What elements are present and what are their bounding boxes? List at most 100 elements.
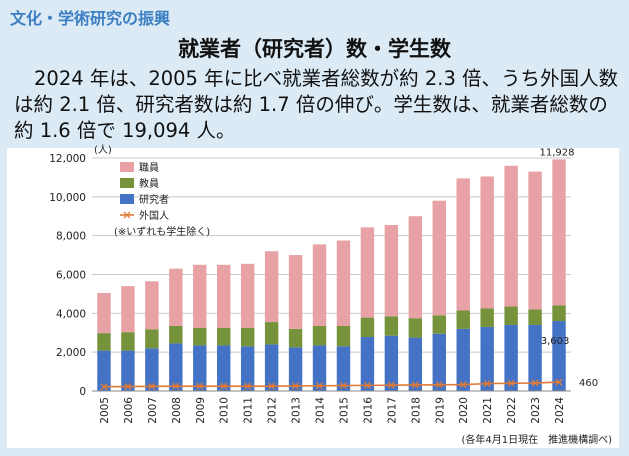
foreigners-point-2010 — [220, 382, 228, 390]
bar-staff-2013 — [288, 255, 303, 329]
x-tick-label-2015: 2015 — [338, 397, 350, 424]
y-axis-unit-label: (人) — [94, 144, 112, 156]
bar-faculty-2009 — [193, 327, 207, 346]
y-tick-label: 2,000 — [56, 347, 86, 359]
bar-faculty-2007 — [145, 329, 159, 349]
section-title: 文化・学術研究の振興 — [10, 9, 171, 28]
foreigners-series-line — [103, 381, 560, 388]
bar-faculty-2015 — [336, 325, 351, 347]
y-tick-label: 8,000 — [56, 231, 86, 243]
summary-text: 2024 年は、2005 年に比べ就業者総数が約 2.3 倍、うち外国人数は約 … — [14, 66, 620, 144]
bar-staff-2014 — [312, 244, 327, 326]
foreigners-point-2015 — [339, 382, 347, 390]
x-tick-label-2011: 2011 — [243, 397, 255, 424]
legend-marker-foreigners — [123, 211, 131, 219]
x-tick-label-2009: 2009 — [195, 397, 207, 424]
bar-staff-2022 — [504, 165, 518, 307]
foreigners-point-2022 — [507, 379, 515, 387]
bar-staff-2009 — [193, 264, 207, 328]
foreigners-label-2024: 460 — [579, 378, 598, 389]
bar-staff-2015 — [336, 240, 351, 326]
x-tick-label-2016: 2016 — [362, 397, 374, 424]
x-tick-label-2005: 2005 — [99, 397, 111, 424]
foreigners-point-2014 — [316, 382, 324, 390]
bar-faculty-2020 — [456, 310, 470, 329]
y-tick-label: 6,000 — [56, 270, 86, 282]
bar-faculty-2005 — [97, 333, 111, 351]
bar-staff-2023 — [528, 171, 542, 310]
x-tick-label-2010: 2010 — [219, 397, 231, 424]
y-tick-label: 10,000 — [49, 192, 86, 204]
x-tick-label-2006: 2006 — [123, 397, 135, 424]
bar-staff-2005 — [97, 292, 111, 334]
legend-label: 教員 — [139, 177, 159, 190]
bar-researchers-2011 — [240, 346, 255, 391]
y-axis: 0 2,000 4,000 6,000 8,000 10,000 12,000 — [49, 153, 86, 398]
bar-staff-2008 — [169, 268, 183, 326]
legend-swatch-researchers — [120, 194, 134, 204]
x-tick-label-2012: 2012 — [267, 397, 279, 424]
bar-researchers-2007 — [145, 348, 159, 391]
researchers-label-2024: 3,603 — [541, 336, 570, 347]
y-tick-label: 0 — [79, 386, 86, 398]
foreigners-point-2023 — [531, 379, 539, 387]
bar-researchers-2012 — [264, 344, 279, 391]
bar-faculty-2022 — [504, 306, 518, 325]
bar-researchers-2013 — [288, 347, 303, 391]
bar-faculty-2021 — [480, 308, 494, 327]
bar-staff-2016 — [360, 227, 375, 318]
foreigners-point-2008 — [172, 382, 180, 390]
source-note: (各年4月1日現在 推進機構調べ) — [461, 433, 612, 446]
bar-staff-2017 — [384, 224, 399, 317]
bar-researchers-2023 — [528, 324, 542, 391]
foreigners-point-2019 — [435, 381, 443, 389]
foreigners-point-2013 — [292, 382, 300, 390]
x-tick-label-2022: 2022 — [506, 397, 518, 424]
legend-swatch-staff — [120, 162, 134, 172]
foreigners-point-2018 — [411, 381, 419, 389]
bar-faculty-2008 — [169, 325, 183, 344]
bar-researchers-2024 — [552, 321, 566, 391]
bar-faculty-2024 — [552, 305, 566, 322]
x-tick-label-2014: 2014 — [315, 397, 327, 424]
foreigners-point-2024 — [555, 378, 563, 386]
bar-staff-2012 — [264, 251, 279, 323]
x-tick-label-2020: 2020 — [458, 397, 470, 424]
bar-researchers-2006 — [121, 350, 135, 391]
bar-staff-2021 — [480, 176, 494, 309]
bar-faculty-2011 — [240, 327, 255, 347]
legend-label: 研究者 — [139, 193, 169, 206]
bar-staff-2019 — [432, 200, 446, 316]
foreigners-point-2006 — [124, 383, 132, 391]
bar-researchers-2018 — [408, 337, 423, 391]
bar-faculty-2010 — [217, 327, 231, 346]
x-tick-label-2024: 2024 — [554, 397, 566, 424]
bar-faculty-2013 — [288, 328, 303, 348]
bar-researchers-2009 — [193, 345, 207, 391]
foreigners-point-2007 — [148, 382, 156, 390]
bar-researchers-2014 — [312, 345, 327, 391]
legend-note: (※いずれも学生除く) — [114, 225, 210, 238]
bar-faculty-2018 — [408, 318, 423, 338]
bar-researchers-2020 — [456, 328, 470, 391]
bar-faculty-2019 — [432, 315, 446, 334]
foreigners-point-2012 — [268, 382, 276, 390]
y-tick-label: 4,000 — [56, 308, 86, 320]
summary-line-3: は、就業者総数の約 1.6 倍で 19,094 人。 — [14, 93, 608, 142]
x-tick-label-2008: 2008 — [171, 397, 183, 424]
bar-faculty-2023 — [528, 309, 542, 325]
legend-swatch-faculty — [120, 178, 134, 188]
x-tick-label-2007: 2007 — [147, 397, 159, 424]
x-tick-label-2023: 2023 — [530, 397, 542, 424]
x-axis: 2005 2006 2007 2008 2009 2010 2011 2012 2013 2014… — [92, 390, 571, 424]
bar-researchers-2010 — [217, 345, 231, 391]
bar-faculty-2006 — [121, 332, 135, 351]
bar-staff-2010 — [217, 264, 231, 328]
foreigners-point-2005 — [100, 383, 108, 391]
bar-researchers-2005 — [97, 350, 111, 391]
foreigners-point-2017 — [387, 381, 395, 389]
bar-staff-2011 — [240, 263, 255, 328]
x-tick-label-2019: 2019 — [434, 397, 446, 424]
